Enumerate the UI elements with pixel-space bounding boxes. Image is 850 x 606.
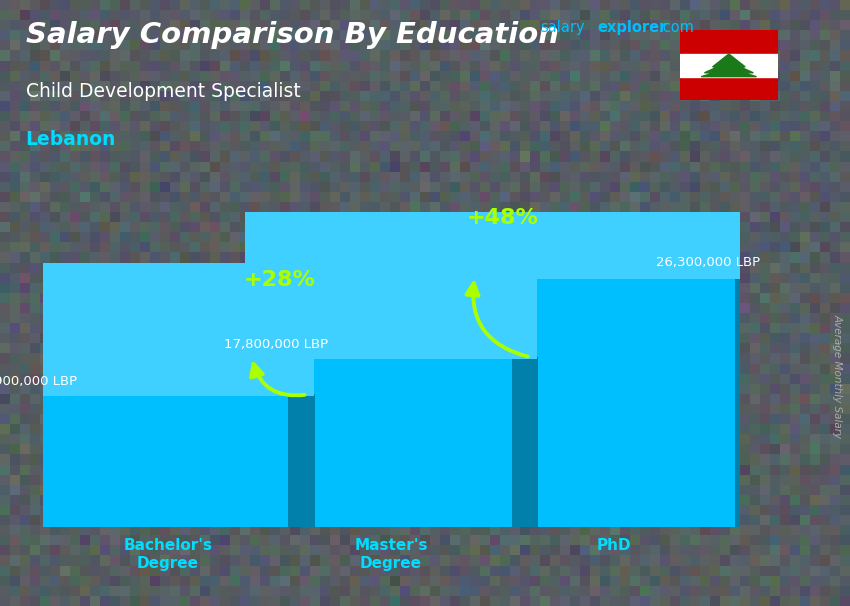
Text: explorer: explorer	[598, 20, 667, 35]
Bar	[482, 276, 746, 527]
Bar	[512, 358, 538, 527]
Text: +48%: +48%	[467, 208, 538, 228]
Bar	[468, 28, 760, 279]
Text: 26,300,000 LBP: 26,300,000 LBP	[656, 256, 760, 270]
Text: salary: salary	[540, 20, 584, 35]
Text: 17,800,000 LBP: 17,800,000 LBP	[224, 338, 328, 350]
Text: Lebanon: Lebanon	[26, 130, 116, 149]
Text: Salary Comparison By Education: Salary Comparison By Education	[26, 21, 558, 49]
Bar	[288, 395, 315, 527]
Bar	[258, 358, 524, 527]
Polygon shape	[701, 54, 756, 76]
Bar	[246, 189, 536, 359]
Bar	[734, 276, 761, 527]
Text: .com: .com	[658, 20, 694, 35]
Bar	[680, 30, 778, 54]
Bar	[36, 395, 300, 527]
Bar	[680, 54, 778, 76]
Text: Average Monthly Salary: Average Monthly Salary	[832, 314, 842, 438]
Text: 13,900,000 LBP: 13,900,000 LBP	[0, 375, 76, 388]
Text: +28%: +28%	[244, 270, 315, 290]
Bar	[680, 76, 778, 100]
Bar	[22, 264, 314, 396]
Text: Child Development Specialist: Child Development Specialist	[26, 82, 300, 101]
